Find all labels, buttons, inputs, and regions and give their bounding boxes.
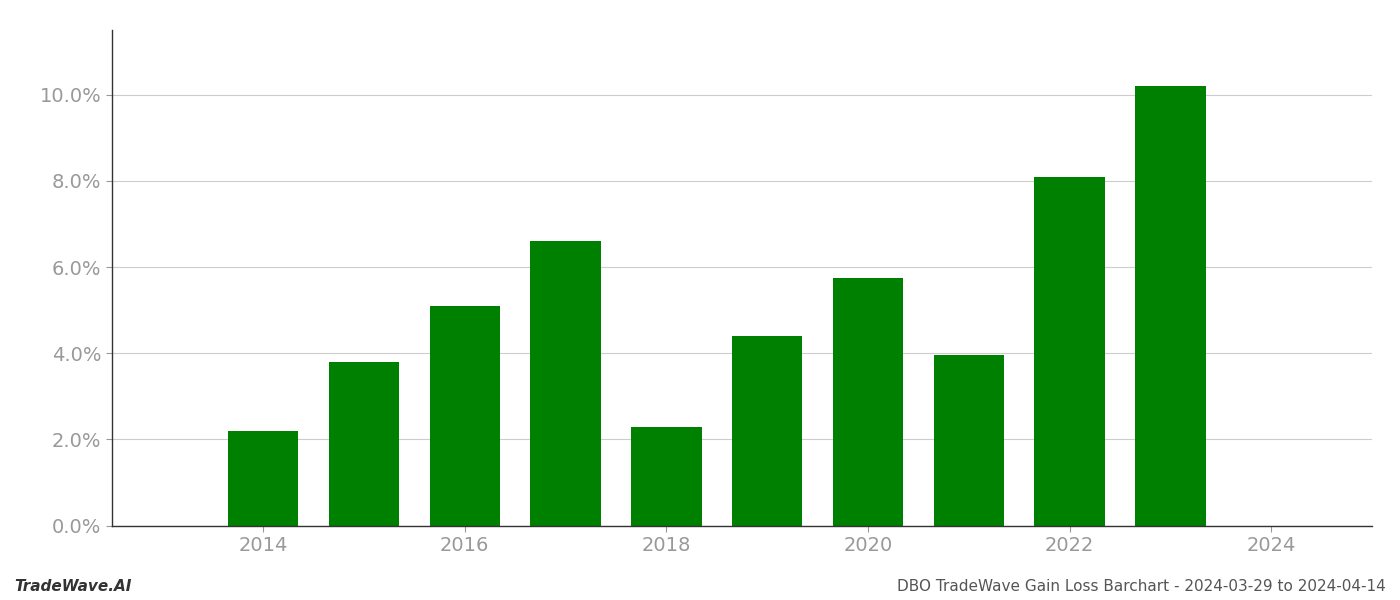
Bar — [329, 362, 399, 526]
Bar — [430, 306, 500, 526]
Bar — [732, 336, 802, 526]
Bar — [631, 427, 701, 526]
Bar — [1135, 86, 1205, 526]
Text: TradeWave.AI: TradeWave.AI — [14, 579, 132, 594]
Bar — [531, 241, 601, 526]
Text: DBO TradeWave Gain Loss Barchart - 2024-03-29 to 2024-04-14: DBO TradeWave Gain Loss Barchart - 2024-… — [897, 579, 1386, 594]
Bar — [228, 431, 298, 526]
Bar — [934, 355, 1004, 526]
Bar — [833, 278, 903, 526]
Bar — [1035, 176, 1105, 526]
